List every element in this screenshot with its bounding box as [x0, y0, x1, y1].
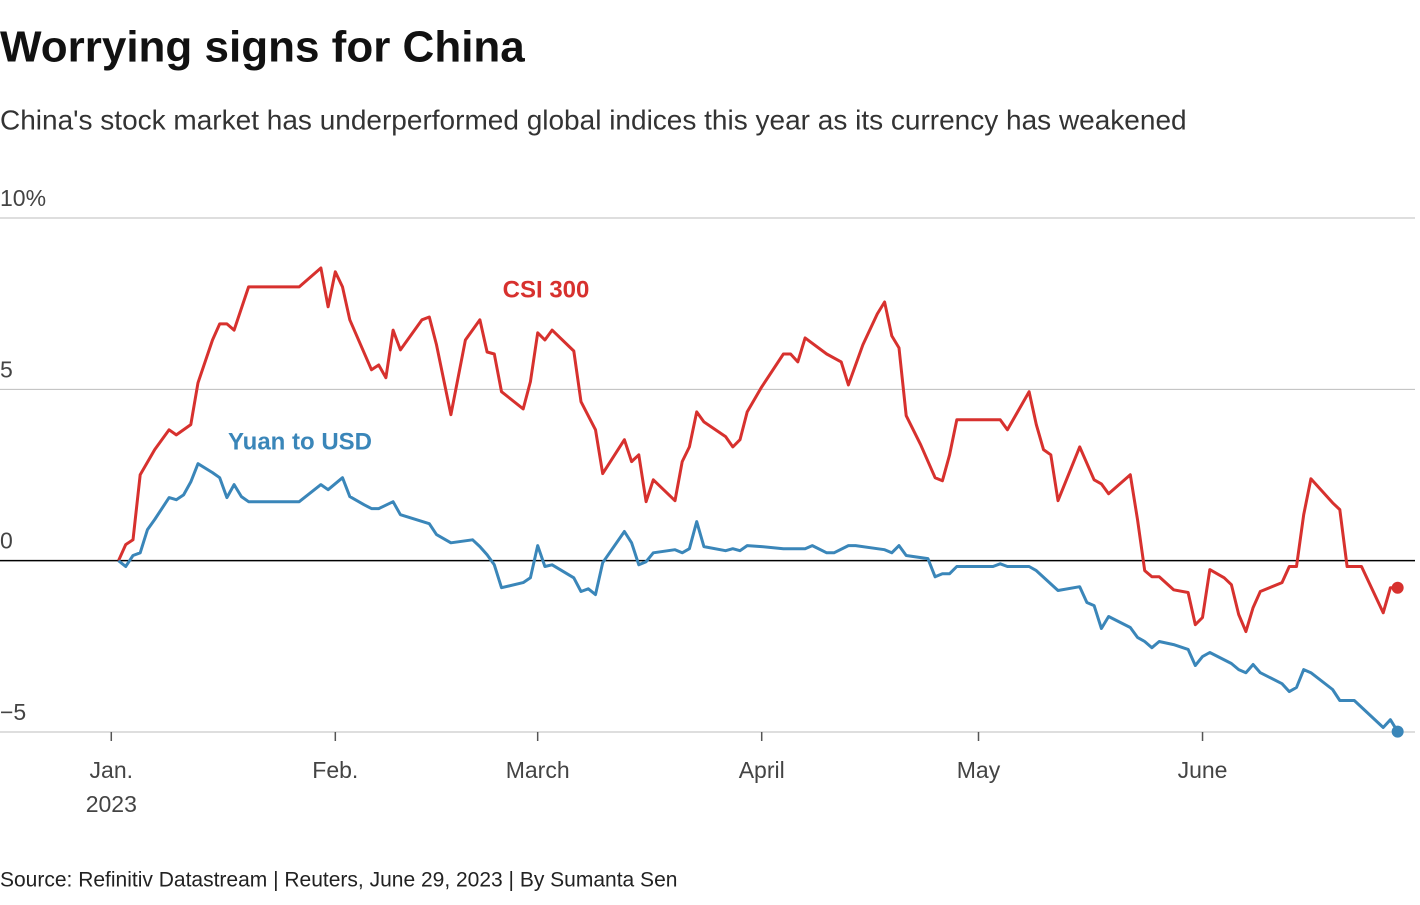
- series-annotation: Yuan to USD: [228, 428, 372, 455]
- x-tick-label: Feb.: [312, 757, 358, 783]
- y-tick-label: 5: [0, 356, 13, 382]
- lines: [117, 266, 1404, 738]
- x-tick-label: April: [739, 757, 785, 783]
- y-tick-label: 10%: [0, 185, 46, 211]
- series-annotation: CSI 300: [503, 276, 590, 303]
- source: Source: Refinitiv Datastream | Reuters, …: [0, 869, 677, 892]
- x-year-label: 2023: [86, 791, 137, 817]
- x-tick-label: March: [506, 757, 570, 783]
- chart-title: Worrying signs for China: [0, 23, 525, 72]
- x-tick-label: May: [957, 757, 1001, 783]
- y-tick-label: −5: [0, 699, 26, 725]
- y-tick-label: 0: [0, 528, 13, 554]
- x-tick-label: Jan.: [90, 757, 133, 783]
- chart-subtitle: China's stock market has underperformed …: [0, 104, 1187, 135]
- series-line: [117, 266, 1398, 634]
- grid: 10% 5 0 −5 Jan. 2023 Feb. March April May June: [0, 185, 1415, 817]
- x-tick-label: June: [1178, 757, 1228, 783]
- end-dot: [1391, 725, 1404, 738]
- series-line: [117, 462, 1399, 733]
- end-dot: [1391, 581, 1404, 594]
